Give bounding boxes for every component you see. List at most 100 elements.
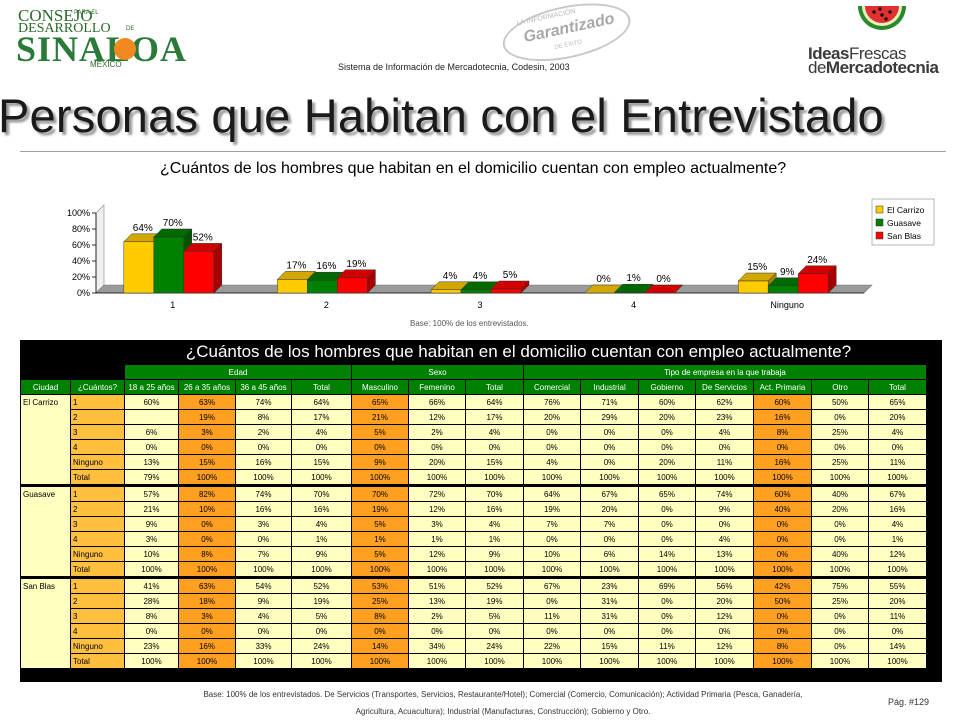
table-cell: 0% xyxy=(695,516,754,532)
table-cell: 9% xyxy=(351,454,409,470)
table-cell: 16% xyxy=(868,501,927,517)
table-cell: 23% xyxy=(695,409,754,425)
table-cell: 0% xyxy=(178,516,236,532)
table-cell: 0% xyxy=(351,623,409,639)
table-cell: 28% xyxy=(124,593,179,609)
table-cell: 9% xyxy=(291,546,352,562)
table-cell: 12% xyxy=(695,638,754,654)
table-cell: 100% xyxy=(638,653,696,671)
table-cell: 0% xyxy=(523,531,581,547)
data-label: 19% xyxy=(346,259,366,270)
table-cell: 100% xyxy=(465,653,524,671)
table-cell: 1% xyxy=(408,531,466,547)
table-cell: 14% xyxy=(638,546,696,562)
table-cell: 19% xyxy=(178,409,236,425)
table-cell: 40% xyxy=(811,546,869,562)
table-cell: 4% xyxy=(695,424,754,440)
table-cell: 100% xyxy=(124,561,179,579)
table-cell: 0% xyxy=(523,593,581,609)
table-cell: 0% xyxy=(580,531,639,547)
table-cell: 7% xyxy=(235,546,292,562)
table-cell: 0% xyxy=(291,623,352,639)
table-cell: 5% xyxy=(351,424,409,440)
page-number: Pág. #129 xyxy=(888,697,930,707)
table-cell: 20% xyxy=(638,409,696,425)
bar xyxy=(307,279,338,294)
table-row: Total 100% 100% 100% 100% 100% 100% 100% 100% 100… xyxy=(20,653,927,671)
table-cell: 66% xyxy=(408,394,466,410)
column-header: Gobierno xyxy=(638,379,696,395)
table-cell: 0% xyxy=(638,608,696,624)
table-cell: 17% xyxy=(291,409,352,425)
table-cell: 4% xyxy=(523,454,581,470)
table-cell: 63% xyxy=(178,394,236,410)
column-header-row: Ciudad ¿Cuántos? 18 a 25 años 26 a 35 años 3… xyxy=(20,379,927,395)
table-cell: 67% xyxy=(523,577,581,594)
table-cell: 20% xyxy=(868,593,927,609)
table-row: San Blas 1 41% 63% 54% 52% 53% 51% 52% 67% 23% 69% 5… xyxy=(20,577,927,594)
city-cell: Guasave xyxy=(20,485,71,502)
table-row: 2 28% 18% 9% 19% 25% 13% 19% 0% 31% 0% 20% 50% 25% 20% xyxy=(20,593,927,609)
table-cell: 74% xyxy=(695,485,754,502)
table-cell: 100% xyxy=(523,469,581,487)
legend-label: Guasave xyxy=(887,218,921,228)
table-cell: 21% xyxy=(124,501,179,517)
y-tick-label: 100% xyxy=(67,208,90,218)
table-cell: 100% xyxy=(408,469,466,487)
table-cell: 16% xyxy=(178,638,236,654)
table-cell: 0% xyxy=(124,623,179,639)
city-cell xyxy=(20,608,71,624)
column-header: Comercial xyxy=(523,379,581,395)
table-row: Guasave 1 57% 82% 74% 70% 70% 72% 70% 64% 67% 65% 74… xyxy=(20,485,927,502)
table-row: Ninguno 23% 16% 33% 24% 14% 34% 24% 22% 15% 11% 12%… xyxy=(20,638,927,654)
table-cell: 100% xyxy=(291,653,352,671)
table-row: Ninguno 10% 8% 7% 9% 5% 12% 9% 10% 6% 14% 13% 0% 40% 1… xyxy=(20,546,927,562)
table-cell: 6% xyxy=(580,546,639,562)
table-cell: 15% xyxy=(178,454,236,470)
bar-side xyxy=(213,242,223,294)
table-cell: 12% xyxy=(408,546,466,562)
table-cell xyxy=(124,409,179,425)
ideas-frescas-logo: IdeasFrescas deMercadotecnia xyxy=(808,2,956,77)
table-cell: 5% xyxy=(351,546,409,562)
table-cell: 0% xyxy=(868,623,927,639)
table-cell: 72% xyxy=(408,485,466,502)
table-cell: 42% xyxy=(753,577,812,594)
legend-swatch xyxy=(875,218,884,227)
bar xyxy=(797,273,829,294)
legend-label: San Blas xyxy=(887,231,921,241)
column-header: Otro xyxy=(811,379,869,395)
city-cell xyxy=(20,638,71,654)
bar xyxy=(767,285,799,294)
table-cell: 5% xyxy=(291,608,352,624)
table-cell: 33% xyxy=(235,638,292,654)
table-cell: 0% xyxy=(465,623,524,639)
table-cell: 20% xyxy=(695,593,754,609)
table-cell: 0% xyxy=(638,424,696,440)
table-cell: 24% xyxy=(465,638,524,654)
table-cell: 0% xyxy=(811,531,869,547)
data-label: 64% xyxy=(133,223,153,234)
table-cell: 11% xyxy=(523,608,581,624)
bar xyxy=(153,236,185,294)
table-cell: 0% xyxy=(638,501,696,517)
table-cell: 0% xyxy=(695,623,754,639)
table-cell: 3% xyxy=(124,531,179,547)
table-cell: 0% xyxy=(753,516,812,532)
table-cell: 15% xyxy=(291,454,352,470)
table-cell: 75% xyxy=(811,577,869,594)
data-table: Edad Sexo Tipo de empresa en la que trab… xyxy=(20,364,927,671)
logo-line4: MÉXICO xyxy=(90,60,122,69)
bar-top xyxy=(643,284,684,294)
table-cell: 9% xyxy=(235,593,292,609)
table-cell: 40% xyxy=(753,501,812,517)
table-cell: 100% xyxy=(291,561,352,579)
row-label: 4 xyxy=(70,623,125,639)
page-title: Personas que Habitan con el Entrevistado xyxy=(0,89,884,142)
column-header: ¿Cuántos? xyxy=(70,379,125,395)
table-cell: 0% xyxy=(235,439,292,455)
table-cell: 4% xyxy=(465,516,524,532)
table-cell: 71% xyxy=(580,394,639,410)
table-cell: 100% xyxy=(235,653,292,671)
bar xyxy=(430,289,462,294)
